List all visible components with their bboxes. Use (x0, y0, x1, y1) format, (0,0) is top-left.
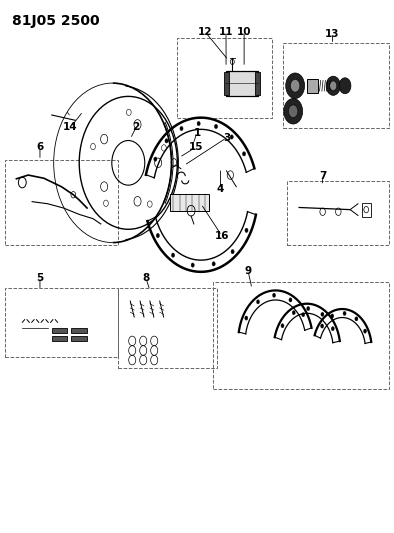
Circle shape (326, 76, 340, 95)
Bar (71, 336, 87, 341)
Bar (52, 328, 67, 333)
Circle shape (230, 135, 233, 139)
Circle shape (284, 99, 303, 124)
Circle shape (165, 139, 168, 143)
Bar (283, 43, 389, 128)
Circle shape (355, 317, 358, 321)
Circle shape (256, 300, 260, 304)
Bar (213, 282, 389, 389)
Circle shape (245, 228, 248, 232)
Text: 3: 3 (223, 133, 230, 143)
Text: 16: 16 (214, 231, 229, 241)
Text: 14: 14 (63, 122, 78, 132)
Bar (5, 160, 119, 245)
Circle shape (242, 152, 245, 156)
Circle shape (290, 79, 300, 92)
Circle shape (339, 78, 351, 94)
Circle shape (191, 263, 194, 267)
Text: 6: 6 (36, 142, 44, 152)
Bar (169, 193, 209, 211)
Circle shape (302, 312, 305, 317)
Circle shape (245, 316, 248, 320)
Text: 5: 5 (36, 273, 44, 283)
Bar (177, 38, 271, 118)
Circle shape (289, 298, 292, 302)
Bar (119, 288, 217, 368)
Bar (287, 181, 389, 245)
Text: 1: 1 (193, 127, 201, 138)
Circle shape (273, 293, 276, 297)
Bar (227, 71, 258, 96)
Text: 15: 15 (189, 142, 203, 152)
Circle shape (286, 73, 305, 99)
Circle shape (307, 306, 310, 311)
Bar (307, 79, 318, 93)
Text: 7: 7 (319, 171, 326, 181)
Circle shape (321, 324, 324, 328)
Circle shape (197, 122, 200, 126)
Circle shape (331, 327, 335, 331)
Circle shape (171, 253, 175, 257)
Text: 8: 8 (142, 273, 150, 283)
Circle shape (331, 314, 334, 318)
Circle shape (231, 249, 234, 254)
Text: 10: 10 (237, 27, 251, 37)
Circle shape (343, 311, 346, 316)
Bar (5, 288, 119, 357)
Circle shape (330, 81, 337, 91)
Circle shape (292, 311, 296, 315)
Text: 11: 11 (219, 27, 233, 37)
Circle shape (321, 312, 324, 317)
Circle shape (364, 329, 367, 333)
Bar (255, 72, 260, 95)
Text: 81J05 2500: 81J05 2500 (13, 14, 100, 28)
Bar (71, 328, 87, 333)
Text: 2: 2 (132, 122, 140, 132)
Text: 13: 13 (325, 29, 340, 39)
Circle shape (214, 124, 217, 128)
Text: 9: 9 (244, 266, 252, 276)
Circle shape (281, 324, 284, 328)
Bar (224, 72, 229, 95)
Circle shape (154, 157, 157, 161)
Bar (362, 203, 370, 216)
Circle shape (212, 262, 215, 266)
Bar (52, 336, 67, 341)
Circle shape (288, 105, 298, 118)
Text: 4: 4 (217, 184, 224, 195)
Circle shape (156, 233, 160, 238)
Circle shape (180, 126, 183, 131)
Text: 12: 12 (198, 27, 212, 37)
